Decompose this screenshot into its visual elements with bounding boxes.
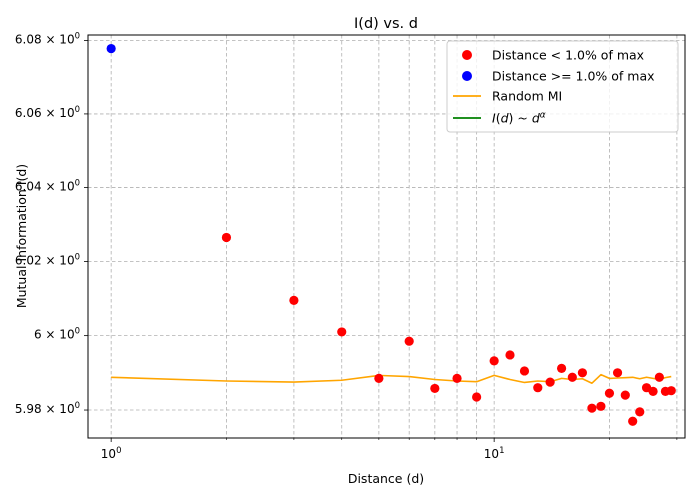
data-point-series-0 — [666, 386, 676, 396]
y-tick-label: 6.08 × 100 — [15, 31, 80, 46]
y-axis-label: Mutual Information I(d) — [14, 164, 29, 308]
series-layer — [106, 43, 676, 426]
plot-frame — [87, 34, 686, 439]
x-axis-label: Distance (d) — [348, 471, 424, 486]
data-point-series-0 — [452, 373, 462, 383]
data-point-series-0 — [635, 407, 645, 417]
y-tick-label: 6.06 × 100 — [15, 105, 80, 120]
data-point-series-0 — [505, 350, 515, 360]
data-point-series-0 — [567, 372, 577, 382]
x-tick-label: 101 — [484, 446, 505, 461]
y-tick-label: 6.04 × 100 — [15, 179, 80, 194]
data-point-series-0 — [620, 390, 630, 400]
legend-frame — [446, 40, 679, 133]
data-point-series-0 — [556, 363, 567, 373]
legend: Distance < 1.0% of max Distance >= 1.0% … — [446, 40, 679, 133]
legend-label-series-1: Distance >= 1.0% of max — [492, 69, 655, 84]
data-point-series-0 — [337, 327, 347, 337]
data-point-series-0 — [519, 366, 530, 376]
legend-marker-series-1 — [462, 71, 472, 81]
data-point-series-0 — [472, 392, 482, 402]
y-tick-label: 5.98 × 100 — [15, 401, 80, 416]
data-point-series-0 — [430, 383, 440, 394]
series-line-2 — [111, 373, 672, 385]
y-tick-label: 6.02 × 100 — [15, 252, 80, 267]
data-point-series-0 — [654, 372, 664, 382]
data-point-series-0 — [289, 295, 299, 305]
data-point-series-0 — [648, 386, 658, 397]
data-point-series-0 — [533, 383, 543, 393]
data-point-series-1 — [106, 43, 116, 54]
data-point-series-0 — [628, 416, 638, 426]
legend-label-series-2: Random MI — [492, 89, 562, 104]
data-point-series-0 — [545, 377, 555, 387]
x-tick-label: 100 — [101, 446, 122, 461]
legend-label-series-0: Distance < 1.0% of max — [492, 48, 644, 63]
data-point-series-0 — [587, 403, 597, 413]
axes: 100 101 5.98 × 100 6 × 100 6.02 × 100 6.04 × … — [15, 31, 678, 461]
series-clip-group — [106, 43, 676, 426]
legend-marker-series-0 — [462, 50, 472, 60]
data-point-series-0 — [489, 356, 499, 366]
data-point-series-0 — [612, 368, 623, 378]
data-point-series-0 — [577, 368, 588, 378]
data-point-series-0 — [404, 336, 414, 346]
data-point-series-0 — [374, 373, 384, 383]
data-point-series-0 — [604, 388, 615, 398]
legend-label-series-3: I(d) ~ dα — [492, 111, 546, 126]
chart-title: I(d) vs. d — [354, 16, 418, 32]
y-tick-label: 6 × 100 — [34, 327, 80, 342]
data-point-series-0 — [221, 232, 232, 243]
data-point-series-0 — [596, 401, 606, 411]
